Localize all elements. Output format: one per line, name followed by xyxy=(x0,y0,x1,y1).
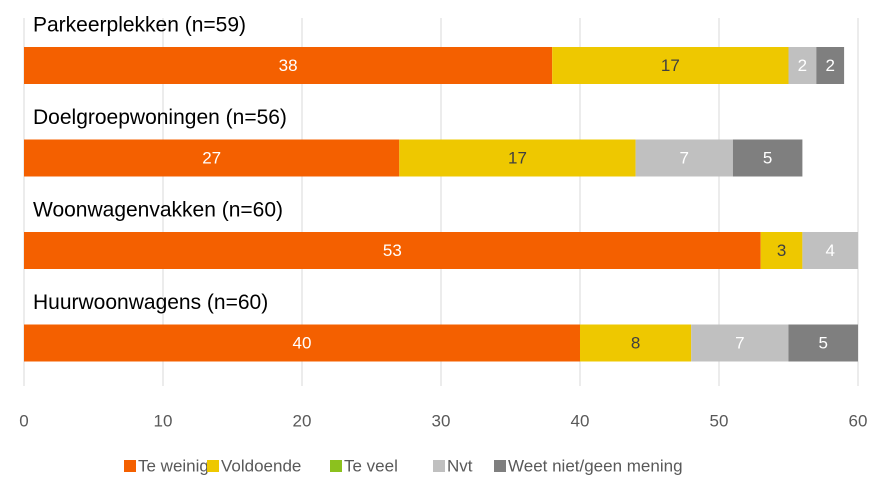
bar-segment xyxy=(580,324,692,362)
bar-segment xyxy=(24,47,553,84)
legend-label: Te veel xyxy=(344,456,398,475)
bar-segment xyxy=(24,139,400,177)
legend-swatch xyxy=(207,460,219,472)
value-label: 2 xyxy=(825,56,834,75)
bar-segment xyxy=(760,232,803,269)
value-label: 7 xyxy=(680,148,689,167)
value-label: 3 xyxy=(777,241,786,260)
category-label: Huurwoonwagens (n=60) xyxy=(33,291,268,314)
legend-swatch xyxy=(494,460,506,472)
legend-label: Voldoende xyxy=(221,456,301,475)
value-label: 5 xyxy=(763,148,772,167)
x-tick-label: 30 xyxy=(432,411,451,430)
bar-segment xyxy=(788,324,858,362)
x-tick-label: 40 xyxy=(571,411,590,430)
legend-swatch xyxy=(124,460,136,472)
value-label: 4 xyxy=(825,241,834,260)
value-label: 38 xyxy=(279,56,298,75)
legend-label: Te weinig xyxy=(138,456,209,475)
value-label: 2 xyxy=(798,56,807,75)
bar-segment xyxy=(732,139,803,177)
x-tick-label: 60 xyxy=(849,411,868,430)
legend-label: Nvt xyxy=(447,456,473,475)
bar-segment xyxy=(552,47,789,84)
x-tick-label: 50 xyxy=(710,411,729,430)
bar-segment xyxy=(399,139,636,177)
value-label: 8 xyxy=(631,333,640,352)
bar-segment xyxy=(816,47,845,84)
x-tick-label: 0 xyxy=(19,411,28,430)
bar-segment xyxy=(24,232,761,269)
value-label: 53 xyxy=(383,241,402,260)
bar-segment xyxy=(24,324,580,362)
legend-label: Weet niet/geen mening xyxy=(508,456,683,475)
x-tick-label: 10 xyxy=(154,411,173,430)
value-label: 17 xyxy=(508,148,527,167)
legend-swatch xyxy=(330,460,342,472)
value-label: 40 xyxy=(293,333,312,352)
category-label: Doelgroepwoningen (n=56) xyxy=(33,106,287,129)
x-tick-label: 20 xyxy=(293,411,312,430)
bar-segment xyxy=(788,47,817,84)
category-label: Woonwagenvakken (n=60) xyxy=(33,199,283,222)
legend-swatch xyxy=(433,460,445,472)
bar-segment xyxy=(802,232,858,269)
bar-segment xyxy=(691,324,789,362)
category-label: Parkeerplekken (n=59) xyxy=(33,14,246,37)
value-label: 7 xyxy=(735,333,744,352)
value-label: 27 xyxy=(202,148,221,167)
value-label: 17 xyxy=(661,56,680,75)
value-label: 5 xyxy=(819,333,828,352)
bar-segment xyxy=(635,139,733,177)
